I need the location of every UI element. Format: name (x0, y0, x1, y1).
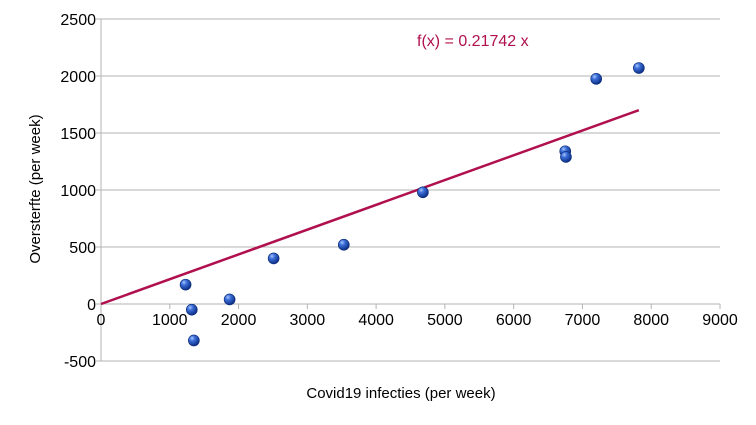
x-tick-label: 4000 (358, 312, 394, 329)
x-tick-label: 2000 (221, 312, 257, 329)
data-point (188, 334, 200, 347)
data-point (633, 62, 645, 74)
data-point (267, 252, 280, 265)
x-tick-label: 5000 (427, 312, 463, 329)
data-point (417, 186, 429, 199)
y-tick-label: 2000 (60, 69, 96, 86)
x-tick-label: 6000 (496, 312, 532, 329)
x-tick-label: 8000 (633, 312, 669, 329)
x-tick-label: 9000 (702, 312, 738, 329)
x-tick-label: 7000 (565, 312, 601, 329)
tick-labels: -500 0 500 1000 1500 2000 2500 0 1000 2000 3000 400… (60, 12, 737, 371)
x-axis-label: Covid19 infecties (per week) (306, 385, 495, 402)
x-tick-label: 1000 (152, 312, 188, 329)
y-tick-label: 500 (69, 240, 96, 257)
data-point (179, 278, 192, 291)
trendline-group (100, 108, 640, 306)
data-points (179, 62, 645, 347)
data-point (337, 238, 350, 251)
x-tick-label: 0 (97, 312, 106, 329)
data-point (185, 303, 198, 316)
data-point (223, 293, 236, 306)
y-tick-label: 0 (87, 297, 96, 314)
data-point (560, 151, 572, 163)
y-tick-label: 1000 (60, 183, 96, 200)
data-point (590, 73, 603, 85)
y-tick-label: 1500 (60, 126, 96, 143)
trendline (100, 108, 640, 306)
trendline-formula: f(x) = 0.21742 x (417, 33, 529, 50)
x-tick-label: 3000 (290, 312, 326, 329)
y-axis-label: Oversterfte (per week) (27, 114, 44, 263)
y-tick-label: -500 (64, 354, 96, 371)
y-tick-label: 2500 (60, 12, 96, 29)
